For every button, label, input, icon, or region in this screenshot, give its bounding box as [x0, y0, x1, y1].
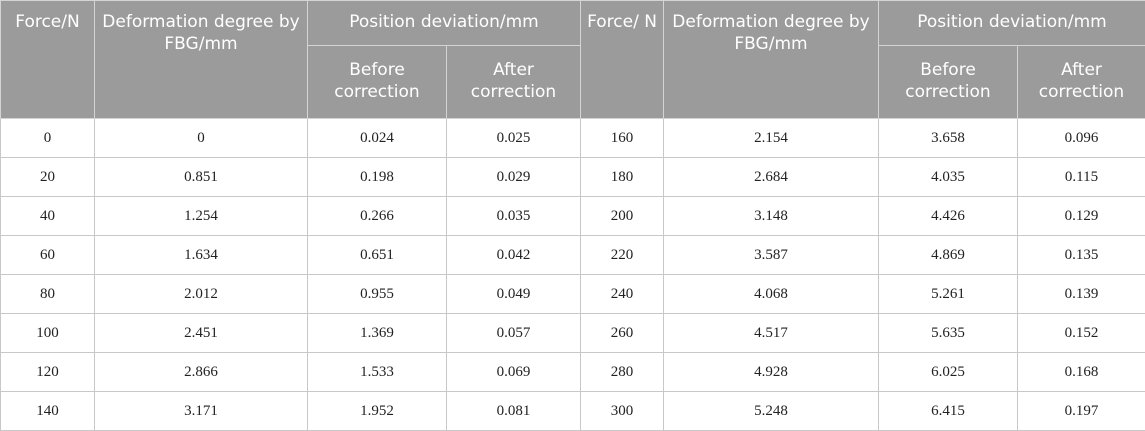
cell: 2.866 — [95, 353, 308, 392]
cell: 0 — [1, 119, 95, 158]
table-row: 20 0.851 0.198 0.029 180 2.684 4.035 0.1… — [1, 158, 1145, 197]
cell: 0 — [95, 119, 308, 158]
cell: 0.651 — [308, 236, 447, 275]
table-row: 60 1.634 0.651 0.042 220 3.587 4.869 0.1… — [1, 236, 1145, 275]
header-position-deviation: Position deviation/mm — [308, 1, 581, 46]
cell: 2.451 — [95, 314, 308, 353]
cell: 2.684 — [664, 158, 879, 197]
cell: 0.025 — [447, 119, 581, 158]
cell: 5.261 — [879, 275, 1018, 314]
cell: 5.635 — [879, 314, 1018, 353]
table-row: 40 1.254 0.266 0.035 200 3.148 4.426 0.1… — [1, 197, 1145, 236]
cell: 0.042 — [447, 236, 581, 275]
cell: 0.069 — [447, 353, 581, 392]
cell: 0.129 — [1018, 197, 1145, 236]
header-force-2: Force/ N — [581, 1, 664, 119]
table-row: 80 2.012 0.955 0.049 240 4.068 5.261 0.1… — [1, 275, 1145, 314]
cell: 140 — [1, 392, 95, 431]
cell: 2.154 — [664, 119, 879, 158]
cell: 1.533 — [308, 353, 447, 392]
header-after-correction-2: After correction — [1018, 46, 1145, 119]
cell: 0.096 — [1018, 119, 1145, 158]
cell: 80 — [1, 275, 95, 314]
cell: 3.587 — [664, 236, 879, 275]
cell: 0.955 — [308, 275, 447, 314]
cell: 1.952 — [308, 392, 447, 431]
cell: 0.152 — [1018, 314, 1145, 353]
cell: 4.869 — [879, 236, 1018, 275]
cell: 2.012 — [95, 275, 308, 314]
header-after-correction: After correction — [447, 46, 581, 119]
cell: 6.025 — [879, 353, 1018, 392]
cell: 40 — [1, 197, 95, 236]
table-header: Force/N Deformation degree by FBG/mm Pos… — [1, 1, 1145, 119]
cell: 180 — [581, 158, 664, 197]
cell: 0.035 — [447, 197, 581, 236]
cell: 260 — [581, 314, 664, 353]
cell: 0.057 — [447, 314, 581, 353]
cell: 300 — [581, 392, 664, 431]
cell: 200 — [581, 197, 664, 236]
table-row: 140 3.171 1.952 0.081 300 5.248 6.415 0.… — [1, 392, 1145, 431]
cell: 0.081 — [447, 392, 581, 431]
header-deformation: Deformation degree by FBG/mm — [95, 1, 308, 119]
cell: 1.254 — [95, 197, 308, 236]
header-position-deviation-2: Position deviation/mm — [879, 1, 1145, 46]
cell: 0.197 — [1018, 392, 1145, 431]
cell: 0.266 — [308, 197, 447, 236]
cell: 1.634 — [95, 236, 308, 275]
cell: 4.426 — [879, 197, 1018, 236]
cell: 0.024 — [308, 119, 447, 158]
cell: 220 — [581, 236, 664, 275]
cell: 3.658 — [879, 119, 1018, 158]
cell: 3.171 — [95, 392, 308, 431]
cell: 4.517 — [664, 314, 879, 353]
cell: 240 — [581, 275, 664, 314]
cell: 20 — [1, 158, 95, 197]
cell: 4.035 — [879, 158, 1018, 197]
cell: 5.248 — [664, 392, 879, 431]
cell: 3.148 — [664, 197, 879, 236]
cell: 160 — [581, 119, 664, 158]
cell: 6.415 — [879, 392, 1018, 431]
cell: 280 — [581, 353, 664, 392]
cell: 0.139 — [1018, 275, 1145, 314]
cell: 0.029 — [447, 158, 581, 197]
cell: 4.928 — [664, 353, 879, 392]
cell: 120 — [1, 353, 95, 392]
cell: 1.369 — [308, 314, 447, 353]
cell: 100 — [1, 314, 95, 353]
header-force: Force/N — [1, 1, 95, 119]
cell: 0.135 — [1018, 236, 1145, 275]
table-row: 0 0 0.024 0.025 160 2.154 3.658 0.096 — [1, 119, 1145, 158]
cell: 0.851 — [95, 158, 308, 197]
header-before-correction-2: Before correction — [879, 46, 1018, 119]
table-row: 100 2.451 1.369 0.057 260 4.517 5.635 0.… — [1, 314, 1145, 353]
header-deformation-2: Deformation degree by FBG/mm — [664, 1, 879, 119]
cell: 0.049 — [447, 275, 581, 314]
table-row: 120 2.866 1.533 0.069 280 4.928 6.025 0.… — [1, 353, 1145, 392]
table-body: 0 0 0.024 0.025 160 2.154 3.658 0.096 20… — [1, 119, 1145, 431]
cell: 0.115 — [1018, 158, 1145, 197]
cell: 0.198 — [308, 158, 447, 197]
header-before-correction: Before correction — [308, 46, 447, 119]
cell: 60 — [1, 236, 95, 275]
cell: 0.168 — [1018, 353, 1145, 392]
cell: 4.068 — [664, 275, 879, 314]
